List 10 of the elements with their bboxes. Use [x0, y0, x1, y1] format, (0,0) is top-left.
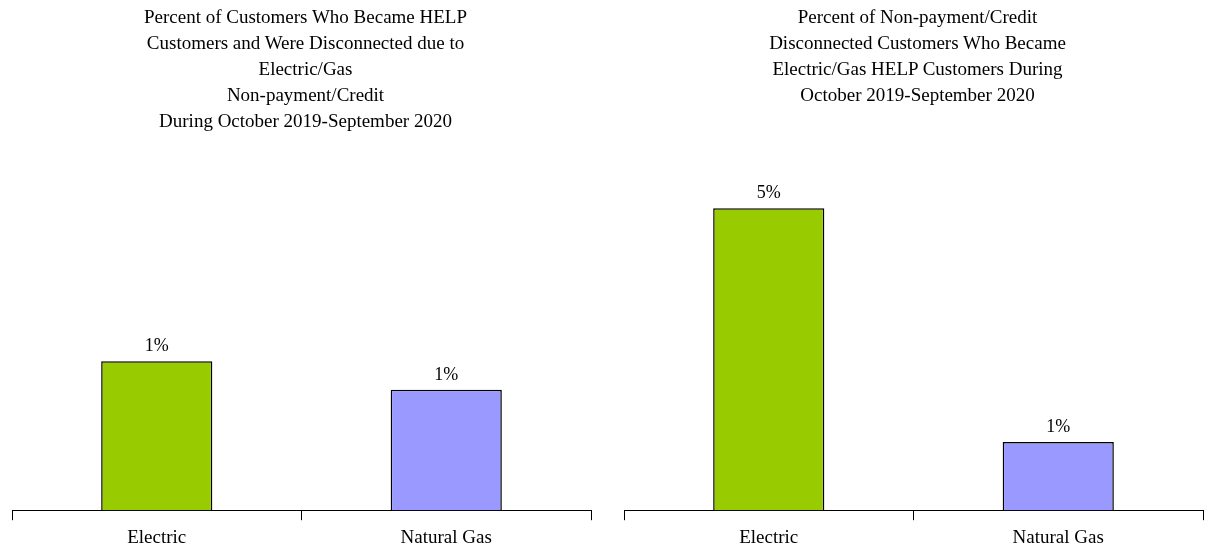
data-label: 1% [434, 363, 459, 384]
chart-title: Percent of Customers Who Became HELP Customers and Were Disconnected due to Electric/Gas Non-payment/Credit During October 2019-September 2020 [142, 5, 469, 133]
x-tick-label: Natural Gas [400, 525, 492, 547]
data-label: 1% [144, 334, 169, 355]
chart-title: Percent of Non-payment/Credit Disconnected Customers Who Became Electric/Gas HELP Customers During October 2019-September 2020 [768, 5, 1067, 107]
data-label: 1% [1046, 415, 1071, 436]
x-tick-label: Natural Gas [1012, 525, 1104, 547]
x-tick-label: Electric [127, 525, 187, 547]
x-tick-label: Electric [739, 525, 799, 547]
data-label: 5% [756, 181, 781, 202]
